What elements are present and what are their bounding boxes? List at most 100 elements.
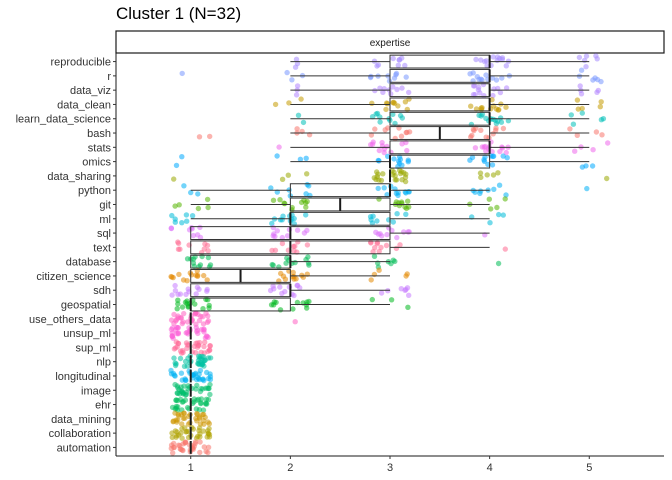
- data-point: [295, 112, 302, 119]
- data-point: [282, 200, 288, 207]
- data-point: [277, 307, 284, 313]
- data-point: [269, 220, 275, 227]
- data-point: [175, 297, 181, 303]
- data-point: [173, 361, 179, 367]
- data-point: [484, 63, 490, 69]
- data-point: [394, 211, 400, 217]
- data-point: [284, 255, 290, 261]
- y-tick-label: database: [66, 257, 111, 269]
- data-point: [190, 372, 197, 378]
- data-point: [391, 156, 397, 162]
- facet-strip: [115, 30, 665, 54]
- data-point: [497, 89, 504, 96]
- data-point: [193, 350, 199, 356]
- data-point: [300, 119, 307, 126]
- box-body: [389, 111, 491, 126]
- data-point: [205, 254, 212, 261]
- y-tick-label: git: [99, 199, 111, 211]
- data-point: [188, 272, 195, 278]
- data-point: [277, 284, 283, 290]
- data-point: [184, 301, 190, 307]
- data-point: [172, 381, 178, 388]
- y-tick-label: image: [81, 385, 111, 397]
- data-point: [289, 77, 295, 83]
- data-point: [205, 444, 212, 450]
- data-point: [201, 343, 207, 350]
- data-point: [197, 414, 203, 420]
- data-point: [201, 444, 207, 450]
- data-point: [200, 306, 206, 312]
- data-point: [500, 212, 506, 218]
- data-point: [570, 121, 577, 127]
- data-point: [204, 385, 211, 391]
- data-point: [294, 299, 301, 306]
- y-tick-label: longitudinal: [55, 371, 111, 383]
- data-point: [192, 301, 198, 307]
- x-tick-label: 4: [487, 462, 493, 474]
- data-point: [206, 264, 213, 270]
- data-point: [173, 434, 179, 440]
- data-point: [470, 91, 477, 98]
- data-point: [477, 170, 484, 176]
- data-point: [174, 306, 180, 312]
- data-point: [390, 219, 396, 225]
- data-point: [169, 292, 175, 298]
- data-point: [495, 170, 501, 176]
- data-point: [593, 129, 600, 135]
- data-point: [201, 272, 207, 279]
- data-point: [274, 228, 280, 234]
- data-point: [270, 197, 277, 203]
- data-point: [398, 286, 404, 292]
- data-point: [181, 410, 187, 416]
- data-point: [399, 162, 405, 168]
- data-point: [180, 277, 187, 283]
- data-point: [478, 105, 484, 111]
- data-point: [291, 276, 297, 282]
- data-point: [376, 147, 382, 154]
- data-point: [489, 75, 496, 81]
- data-point: [172, 282, 178, 289]
- data-point: [290, 269, 296, 276]
- data-point: [393, 72, 399, 78]
- data-point: [503, 85, 510, 91]
- data-point: [372, 126, 378, 132]
- data-point: [574, 132, 580, 138]
- y-tick-label: bash: [87, 128, 111, 140]
- data-point: [368, 217, 374, 223]
- data-point: [294, 83, 301, 89]
- data-point: [207, 391, 213, 398]
- data-point: [202, 339, 208, 345]
- data-point: [394, 234, 400, 241]
- data-point: [399, 85, 405, 91]
- data-point: [583, 63, 589, 70]
- data-point: [279, 234, 285, 241]
- data-point: [170, 450, 176, 456]
- data-point: [574, 97, 581, 103]
- data-point: [503, 63, 509, 69]
- data-point: [294, 60, 301, 67]
- y-tick-label: citizen_science: [36, 271, 111, 283]
- data-point: [197, 234, 204, 241]
- data-point: [374, 218, 380, 224]
- data-point: [169, 434, 175, 441]
- data-point: [371, 175, 377, 181]
- data-point: [168, 442, 175, 448]
- data-point: [594, 89, 600, 96]
- data-point: [375, 231, 381, 237]
- y-tick-label: sup_ml: [76, 342, 111, 354]
- data-point: [200, 428, 207, 434]
- data-point: [181, 310, 187, 317]
- data-point: [393, 245, 400, 252]
- data-point: [493, 125, 499, 131]
- data-point: [204, 242, 211, 249]
- data-point: [205, 397, 212, 403]
- data-point: [583, 53, 590, 59]
- data-point: [206, 305, 212, 311]
- data-point: [179, 304, 186, 310]
- data-point: [179, 435, 185, 441]
- data-point: [500, 153, 506, 159]
- data-point: [467, 71, 473, 77]
- data-point: [172, 373, 178, 379]
- plot-marks: [168, 53, 611, 456]
- data-point: [471, 83, 478, 89]
